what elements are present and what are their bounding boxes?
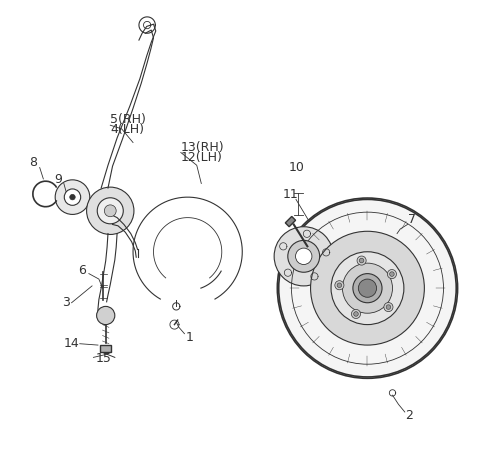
Circle shape bbox=[342, 263, 393, 313]
Circle shape bbox=[296, 248, 312, 265]
Circle shape bbox=[288, 240, 320, 272]
Text: 11: 11 bbox=[282, 188, 298, 202]
Text: 15: 15 bbox=[95, 352, 111, 365]
Circle shape bbox=[311, 231, 424, 345]
Circle shape bbox=[386, 305, 391, 309]
Circle shape bbox=[387, 269, 396, 278]
Circle shape bbox=[337, 283, 342, 288]
Circle shape bbox=[353, 273, 382, 303]
Text: 13(RH): 13(RH) bbox=[181, 141, 225, 153]
Circle shape bbox=[55, 180, 90, 214]
Text: 14: 14 bbox=[64, 337, 80, 350]
Text: 3: 3 bbox=[62, 296, 70, 309]
Circle shape bbox=[96, 306, 115, 325]
Circle shape bbox=[279, 199, 456, 377]
Circle shape bbox=[86, 187, 134, 234]
Text: 2: 2 bbox=[406, 409, 413, 422]
Text: 7: 7 bbox=[408, 213, 416, 226]
Circle shape bbox=[390, 272, 394, 276]
Text: 8: 8 bbox=[29, 157, 37, 169]
Text: 6: 6 bbox=[78, 264, 85, 278]
Circle shape bbox=[331, 252, 404, 325]
Circle shape bbox=[104, 205, 116, 217]
Circle shape bbox=[351, 310, 360, 318]
Circle shape bbox=[274, 227, 333, 286]
Text: 12(LH): 12(LH) bbox=[181, 151, 223, 164]
Circle shape bbox=[335, 281, 344, 290]
Text: 9: 9 bbox=[54, 173, 62, 186]
Text: 4(LH): 4(LH) bbox=[110, 123, 144, 136]
Circle shape bbox=[357, 256, 366, 265]
Circle shape bbox=[97, 198, 123, 224]
Circle shape bbox=[360, 258, 364, 263]
Circle shape bbox=[384, 303, 393, 311]
Bar bbox=[285, 217, 296, 227]
Circle shape bbox=[359, 279, 377, 297]
Circle shape bbox=[354, 312, 358, 316]
Bar bbox=[100, 344, 111, 352]
Text: 5(RH): 5(RH) bbox=[110, 113, 146, 126]
Text: 1: 1 bbox=[186, 331, 194, 344]
Circle shape bbox=[64, 189, 81, 205]
Circle shape bbox=[70, 194, 75, 200]
Text: 10: 10 bbox=[289, 161, 305, 174]
